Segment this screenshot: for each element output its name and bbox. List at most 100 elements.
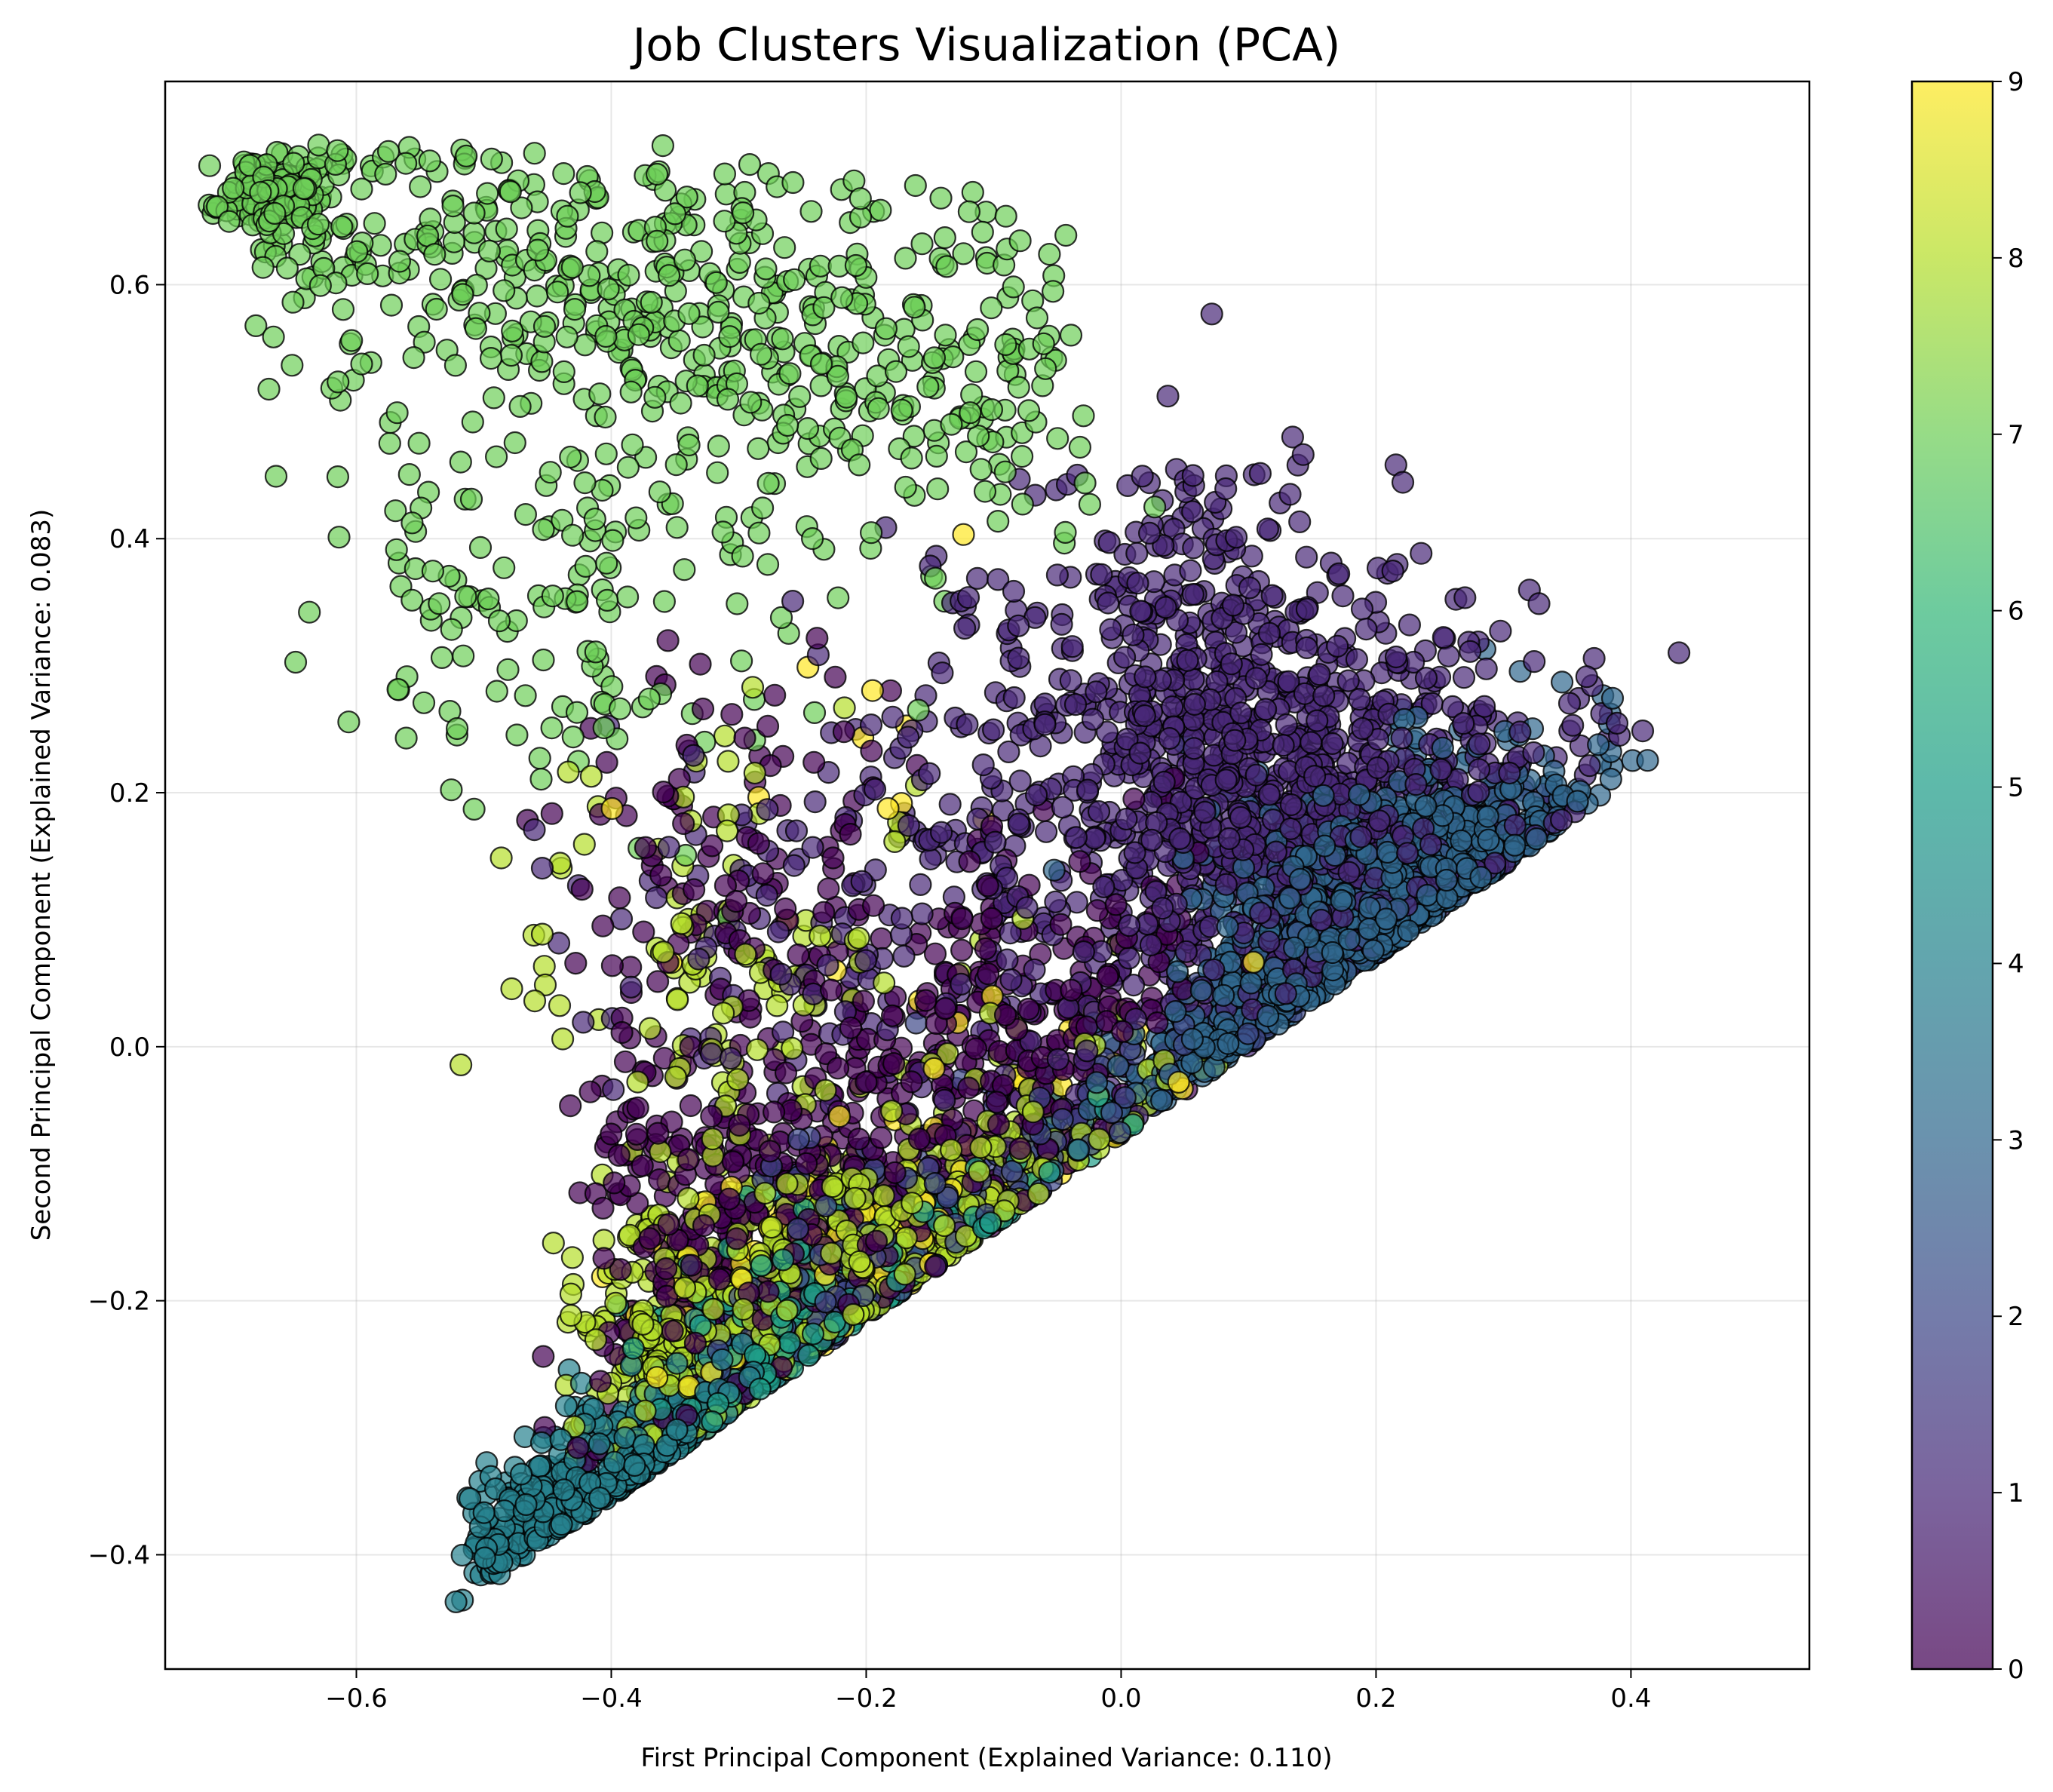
scatter-point-cluster-7 bbox=[801, 201, 822, 222]
scatter-point-cluster-1 bbox=[1036, 821, 1057, 842]
scatter-point-cluster-7 bbox=[450, 452, 471, 473]
scatter-point-cluster-7 bbox=[564, 299, 585, 320]
scatter-point-cluster-8 bbox=[532, 924, 553, 945]
scatter-point-cluster-1 bbox=[1529, 593, 1550, 614]
scatter-point-cluster-7 bbox=[596, 443, 617, 465]
scatter-point-cluster-3 bbox=[1551, 671, 1573, 692]
scatter-point-cluster-1 bbox=[1180, 560, 1201, 581]
scatter-point-cluster-1 bbox=[756, 799, 778, 820]
scatter-point-cluster-7 bbox=[1069, 437, 1091, 458]
scatter-point-cluster-0 bbox=[650, 865, 671, 886]
scatter-point-cluster-7 bbox=[1055, 522, 1076, 543]
scatter-point-cluster-7 bbox=[331, 216, 352, 238]
scatter-point-cluster-1 bbox=[1201, 303, 1223, 324]
scatter-points bbox=[198, 134, 1689, 1612]
scatter-point-cluster-1 bbox=[1239, 577, 1260, 598]
scatter-point-cluster-7 bbox=[639, 689, 660, 710]
scatter-point-cluster-0 bbox=[532, 1346, 554, 1367]
scatter-point-cluster-8 bbox=[766, 995, 787, 1016]
scatter-point-cluster-0 bbox=[863, 895, 884, 916]
scatter-point-cluster-0 bbox=[626, 1124, 647, 1145]
scatter-point-cluster-1 bbox=[910, 874, 931, 895]
scatter-point-cluster-7 bbox=[529, 747, 551, 769]
scatter-point-cluster-0 bbox=[748, 833, 769, 854]
scatter-point-cluster-7 bbox=[1047, 428, 1068, 449]
scatter-point-cluster-1 bbox=[864, 779, 885, 800]
scatter-point-cluster-8 bbox=[714, 726, 735, 747]
scatter-point-cluster-1 bbox=[1004, 687, 1025, 708]
scatter-point-cluster-7 bbox=[591, 222, 612, 244]
scatter-point-cluster-7 bbox=[748, 523, 769, 544]
scatter-point-cluster-0 bbox=[647, 971, 668, 992]
scatter-point-cluster-7 bbox=[936, 256, 957, 277]
scatter-point-cluster-7 bbox=[456, 146, 477, 167]
scatter-point-cluster-0 bbox=[965, 1039, 987, 1060]
scatter-point-cluster-7 bbox=[526, 286, 548, 307]
scatter-point-cluster-7 bbox=[563, 726, 584, 747]
scatter-point-cluster-1 bbox=[621, 977, 642, 998]
scatter-point-cluster-8 bbox=[834, 698, 855, 719]
scatter-point-cluster-1 bbox=[931, 662, 953, 683]
scatter-point-cluster-7 bbox=[562, 525, 583, 546]
scatter-point-cluster-7 bbox=[726, 594, 747, 615]
scatter-point-cluster-8 bbox=[585, 1329, 606, 1350]
scatter-point-cluster-1 bbox=[958, 587, 979, 608]
scatter-point-cluster-7 bbox=[453, 646, 474, 667]
scatter-point-cluster-7 bbox=[972, 222, 993, 243]
scatter-point-cluster-0 bbox=[602, 955, 623, 976]
chart-title: Job Clusters Visualization (PCA) bbox=[630, 19, 1341, 72]
scatter-point-cluster-7 bbox=[404, 347, 425, 368]
scatter-point-cluster-7 bbox=[470, 537, 491, 558]
scatter-point-cluster-7 bbox=[729, 252, 750, 273]
scatter-point-cluster-7 bbox=[329, 526, 350, 548]
scatter-point-cluster-7 bbox=[357, 263, 378, 284]
scatter-point-cluster-7 bbox=[935, 324, 956, 345]
scatter-point-cluster-1 bbox=[1306, 710, 1327, 732]
scatter-point-cluster-7 bbox=[341, 330, 362, 351]
scatter-point-cluster-1 bbox=[852, 871, 873, 892]
scatter-point-cluster-8 bbox=[560, 1305, 582, 1326]
scatter-point-cluster-7 bbox=[714, 164, 735, 185]
scatter-point-cluster-7 bbox=[598, 278, 619, 299]
scatter-point-cluster-7 bbox=[493, 280, 514, 301]
scatter-point-cluster-7 bbox=[596, 553, 617, 574]
scatter-point-cluster-7 bbox=[399, 464, 420, 485]
scatter-point-cluster-7 bbox=[811, 448, 832, 469]
scatter-point-cluster-8 bbox=[543, 1232, 564, 1253]
scatter-point-cluster-0 bbox=[855, 1072, 876, 1093]
scatter-point-cluster-1 bbox=[1559, 693, 1580, 714]
scatter-point-cluster-7 bbox=[480, 348, 502, 369]
scatter-point-cluster-1 bbox=[572, 1011, 594, 1033]
scatter-point-cluster-7 bbox=[827, 588, 849, 609]
scatter-point-cluster-8 bbox=[717, 750, 738, 772]
scatter-point-cluster-1 bbox=[1399, 615, 1420, 636]
scatter-point-cluster-7 bbox=[1010, 230, 1031, 251]
scatter-point-cluster-7 bbox=[338, 711, 359, 732]
scatter-point-cluster-1 bbox=[1322, 733, 1343, 754]
scatter-point-cluster-7 bbox=[1060, 324, 1082, 345]
scatter-point-cluster-1 bbox=[1139, 523, 1160, 544]
scatter-point-cluster-7 bbox=[804, 702, 825, 723]
scatter-point-cluster-7 bbox=[644, 387, 665, 408]
scatter-point-cluster-0 bbox=[787, 944, 809, 965]
scatter-point-cluster-7 bbox=[594, 717, 615, 738]
scatter-point-cluster-7 bbox=[925, 568, 946, 589]
scatter-point-cluster-0 bbox=[565, 953, 586, 974]
scatter-point-cluster-3 bbox=[1637, 750, 1659, 771]
scatter-point-cluster-7 bbox=[387, 402, 408, 423]
scatter-point-cluster-7 bbox=[618, 457, 639, 478]
scatter-point-cluster-7 bbox=[409, 433, 430, 454]
scatter-point-cluster-0 bbox=[823, 848, 844, 869]
scatter-point-cluster-8 bbox=[552, 1029, 573, 1050]
scatter-point-cluster-8 bbox=[744, 763, 766, 784]
scatter-point-cluster-1 bbox=[1100, 619, 1121, 640]
scatter-point-cluster-7 bbox=[496, 219, 517, 240]
scatter-point-cluster-7 bbox=[464, 799, 485, 820]
scatter-point-cluster-1 bbox=[1262, 585, 1283, 606]
scatter-point-cluster-8 bbox=[558, 762, 579, 783]
scatter-point-cluster-0 bbox=[813, 902, 834, 923]
scatter-point-cluster-7 bbox=[386, 539, 407, 560]
scatter-point-cluster-1 bbox=[768, 922, 789, 943]
scatter-point-cluster-7 bbox=[498, 659, 519, 680]
scatter-point-cluster-7 bbox=[531, 769, 552, 790]
